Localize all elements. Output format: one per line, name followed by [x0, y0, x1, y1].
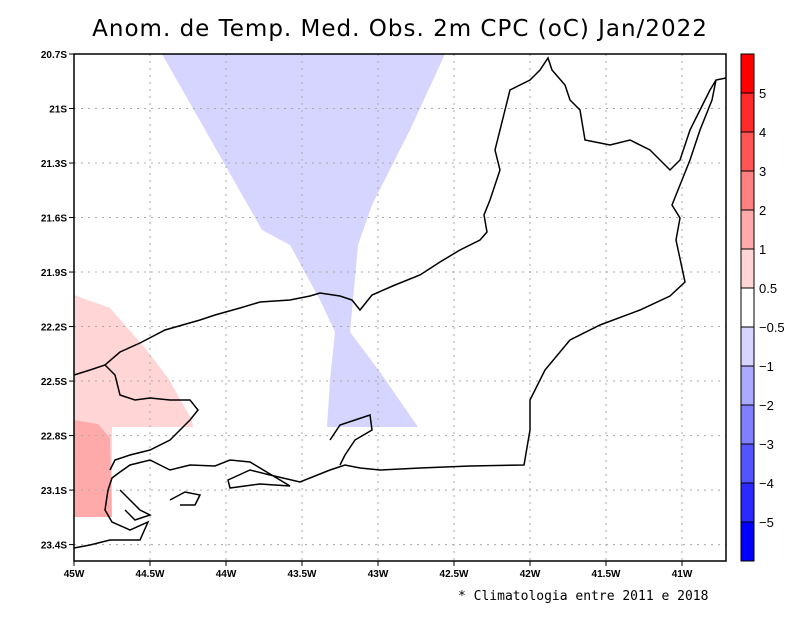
colorbar-swatch — [740, 131, 755, 172]
colorbar-label: −2 — [759, 398, 774, 413]
colorbar-label: −0.5 — [759, 320, 785, 335]
colorbar-swatch — [740, 326, 755, 367]
y-tick-label: 20.7S — [41, 50, 67, 61]
colorbar-swatch — [740, 482, 755, 523]
colorbar-swatch — [740, 521, 755, 562]
colorbar-swatch — [740, 209, 755, 250]
x-tick-label: 44.5W — [136, 569, 165, 580]
colorbar-label: 3 — [759, 164, 766, 179]
x-tick-label: 41.5W — [592, 569, 621, 580]
plot-frame — [73, 53, 727, 562]
colorbar-label: 4 — [759, 125, 766, 140]
y-tick-label: 21S — [49, 105, 67, 116]
colorbar-swatch — [740, 365, 755, 406]
y-tick-label: 23.1S — [41, 486, 67, 497]
x-tick-label: 43W — [368, 569, 389, 580]
positive-anomaly-strong-region — [74, 420, 112, 517]
coastline-and-borders — [73, 56, 727, 549]
negative-anomaly-region — [162, 54, 445, 427]
colorbar-label: −5 — [759, 515, 774, 530]
colorbar-label: −4 — [759, 476, 774, 491]
y-tick-label: 23.4S — [41, 541, 67, 552]
x-tick-label: 45W — [64, 569, 85, 580]
y-tick-label: 21.9S — [41, 268, 67, 279]
colorbar-label: 5 — [759, 86, 766, 101]
colorbar-swatch — [740, 443, 755, 484]
y-tick-label: 22.2S — [41, 323, 67, 334]
y-tick-label: 21.6S — [41, 214, 67, 225]
colorbar-swatch — [740, 170, 755, 211]
y-tick-label: 22.8S — [41, 432, 67, 443]
x-tick-label: 42W — [520, 569, 541, 580]
y-tick-label: 22.5S — [41, 377, 67, 388]
colorbar-label: 2 — [759, 203, 766, 218]
x-tick-label: 44W — [216, 569, 237, 580]
colorbar-swatch — [740, 248, 755, 289]
climatology-note: * Climatologia entre 2011 e 2018 — [458, 589, 709, 604]
x-tick-label: 41W — [672, 569, 693, 580]
colorbar-label: −1 — [759, 359, 774, 374]
colorbar-label: 0.5 — [759, 281, 777, 296]
map-title: Anom. de Temp. Med. Obs. 2m CPC (oC) Jan… — [92, 16, 708, 42]
x-tick-label: 43.5W — [288, 569, 317, 580]
colorbar-label: −3 — [759, 437, 774, 452]
colorbar-swatch — [740, 404, 755, 445]
colorbar-swatch — [740, 287, 755, 328]
colorbar-swatch — [740, 53, 755, 94]
y-tick-label: 21.3S — [41, 159, 67, 170]
colorbar-label: 1 — [759, 242, 766, 257]
colorbar-swatch — [740, 92, 755, 133]
x-tick-label: 42.5W — [440, 569, 469, 580]
colorbar: 5 4 3 2 1 0.5 −0.5 −1 −2 −3 −4 −5 — [740, 53, 785, 562]
